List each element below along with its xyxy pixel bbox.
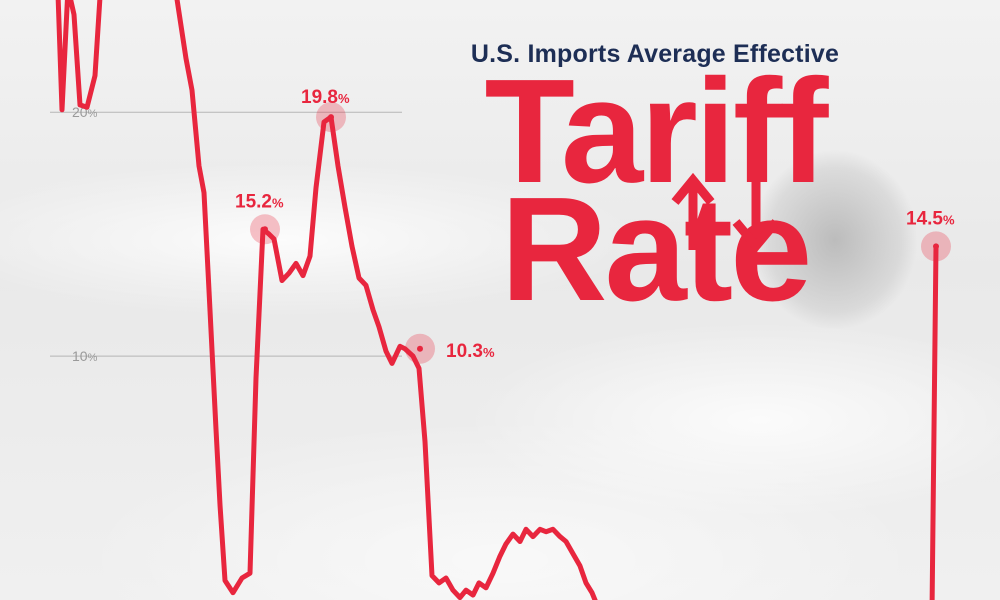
annotation-point [328,114,334,121]
data-label-15.2: 15.2% [235,191,284,212]
annotation-point [417,345,423,352]
y-tick-label: 10% [72,348,98,364]
data-label-19.8: 19.8% [301,87,350,108]
series-line-0 [55,0,598,600]
chart-title-line-2: Rate [500,167,813,332]
annotation-point [262,226,268,233]
arrow-up-icon [671,172,715,250]
chart-header: U.S. Imports Average Effective Tariff Ra… [440,40,870,332]
chart-title-line-1: Tariff [484,49,828,214]
data-label-14.5: 14.5% [906,208,955,229]
arrow-down-icon [732,170,780,254]
series-line-1 [929,243,939,600]
annotation-point [933,243,939,250]
data-label-10.3: 10.3% [446,341,495,362]
chart-subtitle: U.S. Imports Average Effective [470,40,840,68]
